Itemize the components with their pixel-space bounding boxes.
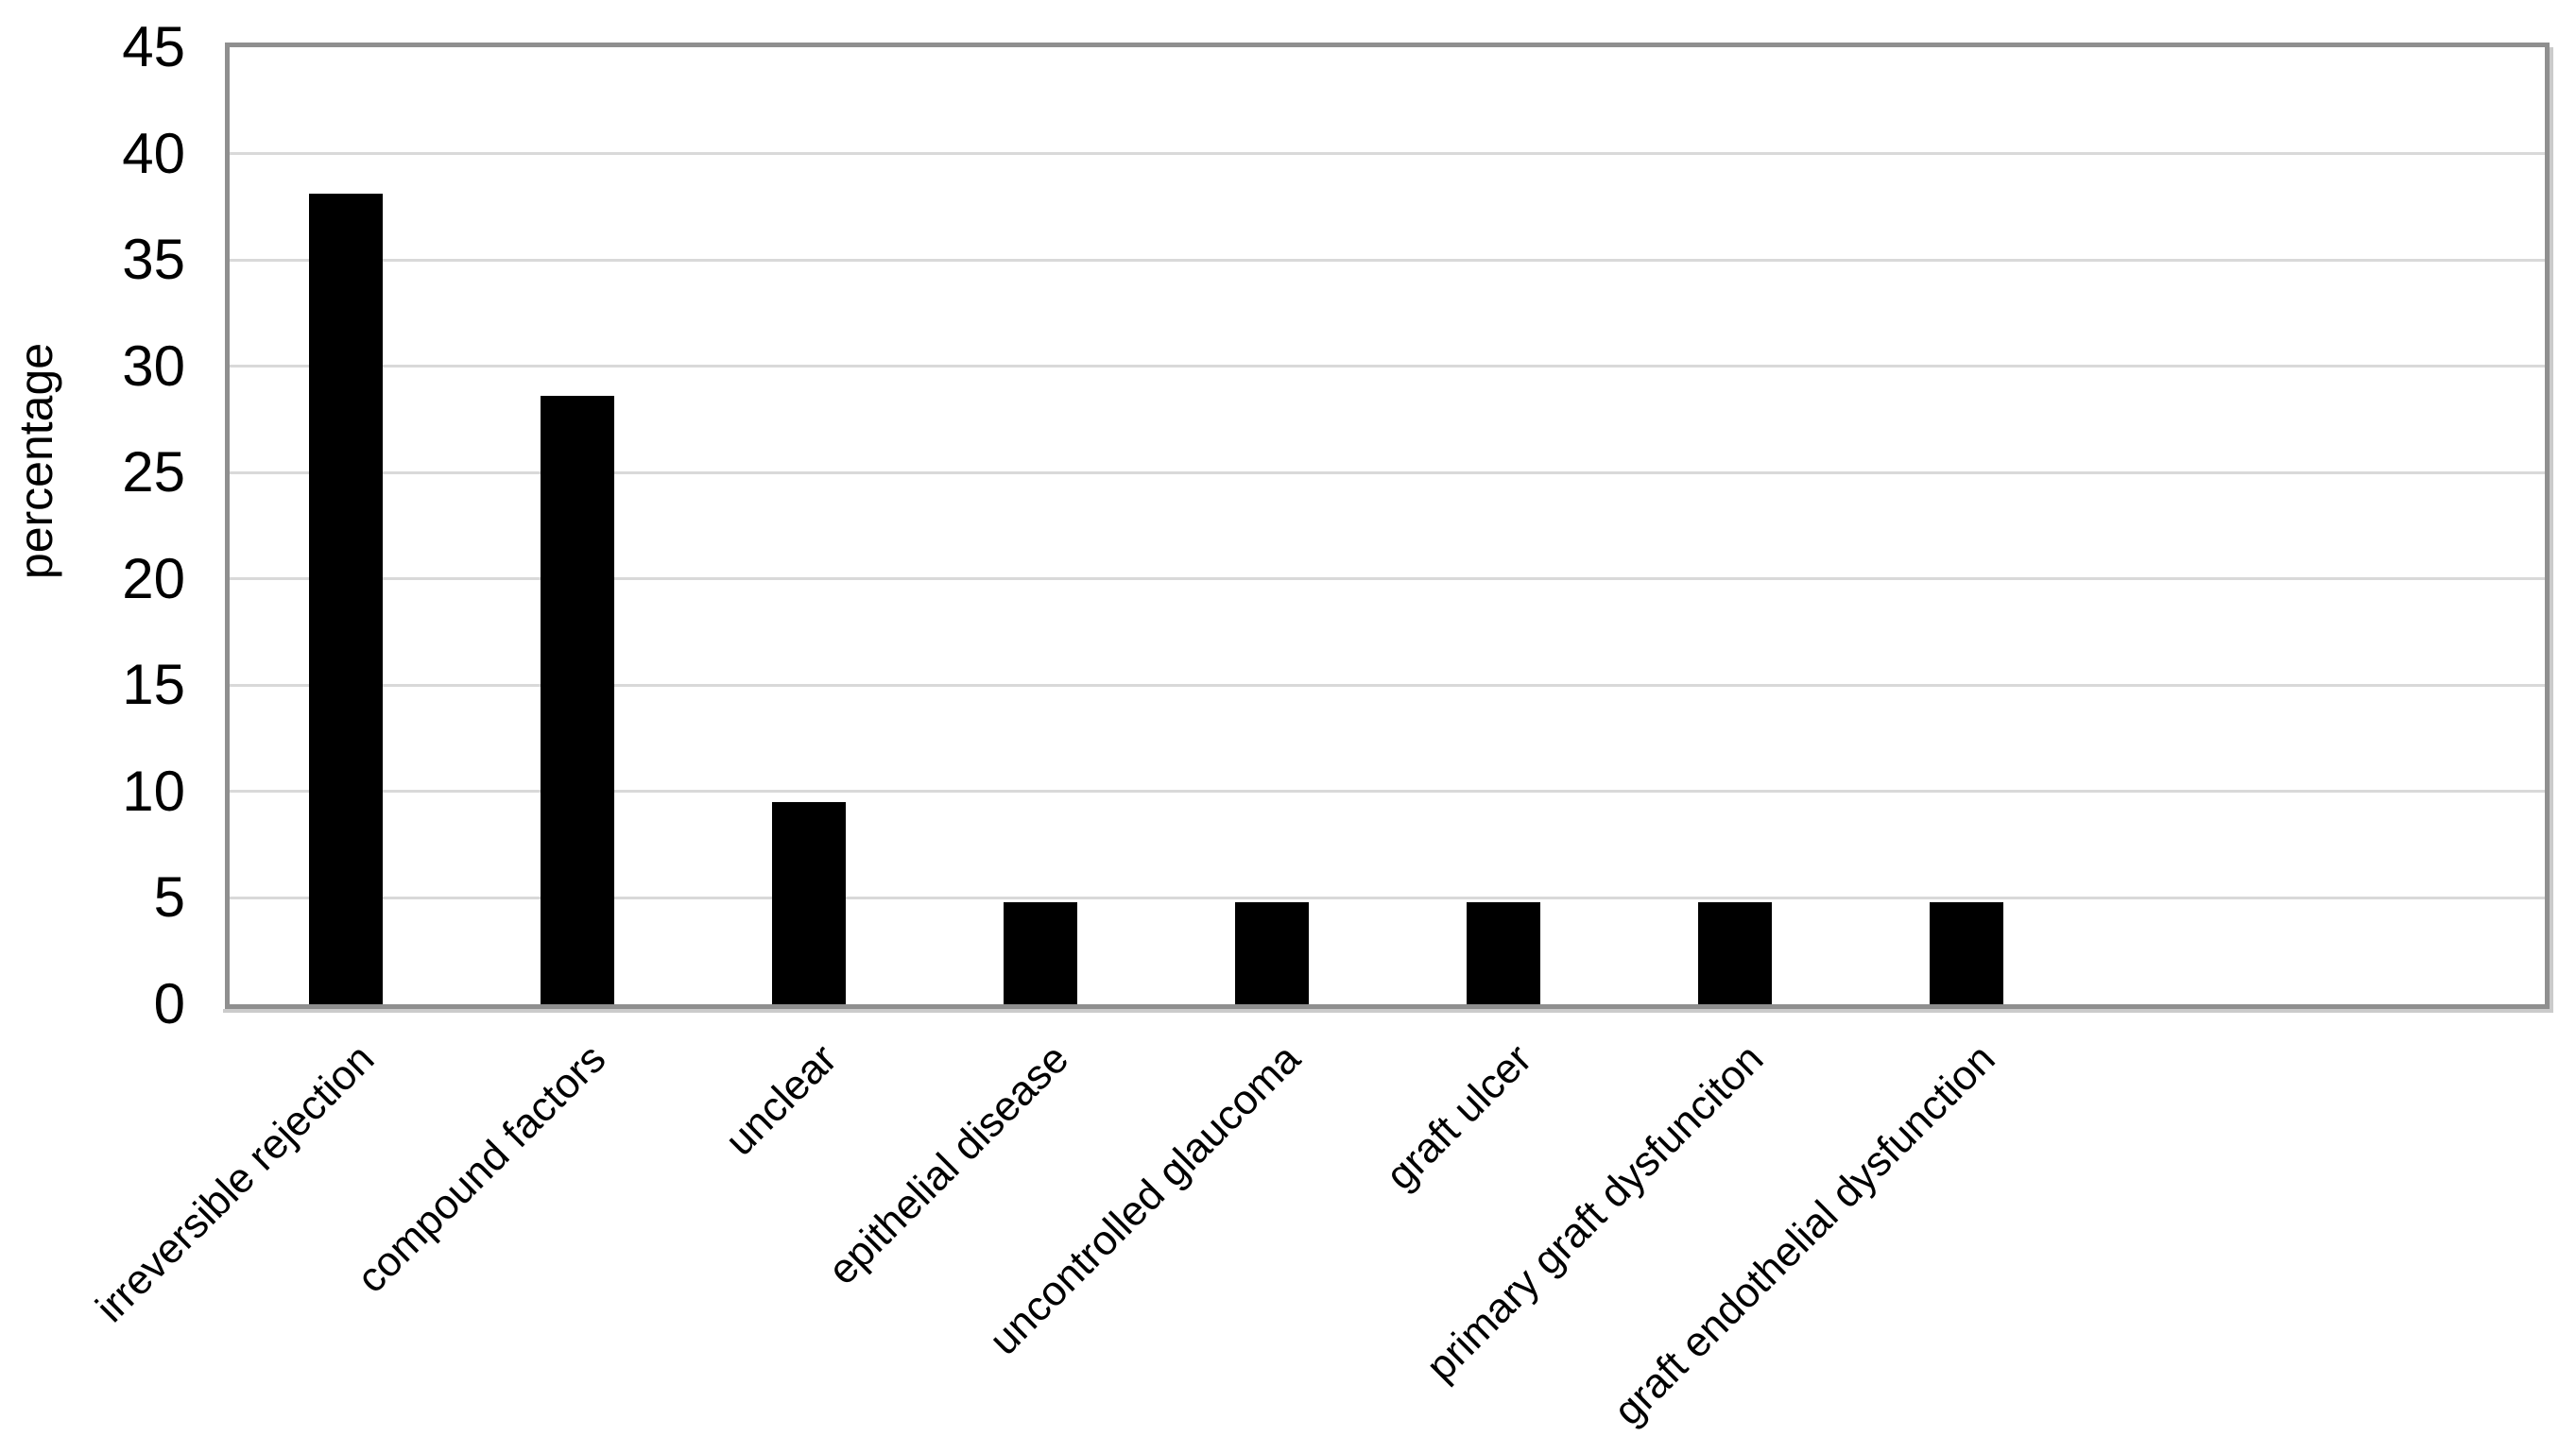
x-label-unclear: unclear	[716, 1035, 847, 1165]
bar-graft-ulcer	[1466, 901, 1540, 1004]
y-tick-label-15: 15	[122, 653, 185, 717]
y-tick-label-35: 35	[122, 228, 185, 292]
y-tick-label-45: 45	[122, 15, 185, 78]
bar-irreversible-rejection	[308, 194, 383, 1004]
x-label-epithelial-disease: epithelial disease	[818, 1035, 1078, 1294]
y-tick-label-30: 30	[122, 333, 185, 398]
plot-border-shadow-bottom	[223, 1009, 2550, 1013]
x-label-graft-ulcer: graft ulcer	[1377, 1035, 1541, 1199]
y-tick-label-0: 0	[153, 972, 185, 1035]
plot-area	[225, 43, 2550, 1009]
x-label-compound-factors: compound factors	[348, 1035, 615, 1302]
bar-uncontrolled-glaucoma	[1234, 901, 1309, 1004]
bar-compound-factors	[540, 396, 614, 1004]
gridline-10	[230, 790, 2545, 794]
y-tick-label-10: 10	[122, 759, 185, 823]
x-label-irreversible-rejection: irreversible rejection	[87, 1035, 384, 1332]
plot-border-shadow-right	[2550, 47, 2553, 1013]
bar-unclear	[771, 802, 846, 1004]
gridline-15	[230, 683, 2545, 687]
gridline-30	[230, 365, 2545, 368]
gridline-5	[230, 896, 2545, 899]
gridline-20	[230, 577, 2545, 581]
y-tick-label-20: 20	[122, 546, 185, 610]
x-label-graft-endothelial-dysfunction: graft endothelial dysfunction	[1605, 1035, 2004, 1435]
bar-graft-endothelial-dysfunction	[1929, 901, 2003, 1004]
bar-primary-graft-dysfunciton	[1697, 901, 1772, 1004]
gridline-25	[230, 470, 2545, 474]
bar-epithelial-disease	[1003, 901, 1077, 1004]
y-tick-label-40: 40	[122, 121, 185, 185]
y-tick-label-25: 25	[122, 440, 185, 504]
y-tick-label-5: 5	[153, 865, 185, 930]
gridline-35	[230, 258, 2545, 262]
gridline-40	[230, 152, 2545, 156]
